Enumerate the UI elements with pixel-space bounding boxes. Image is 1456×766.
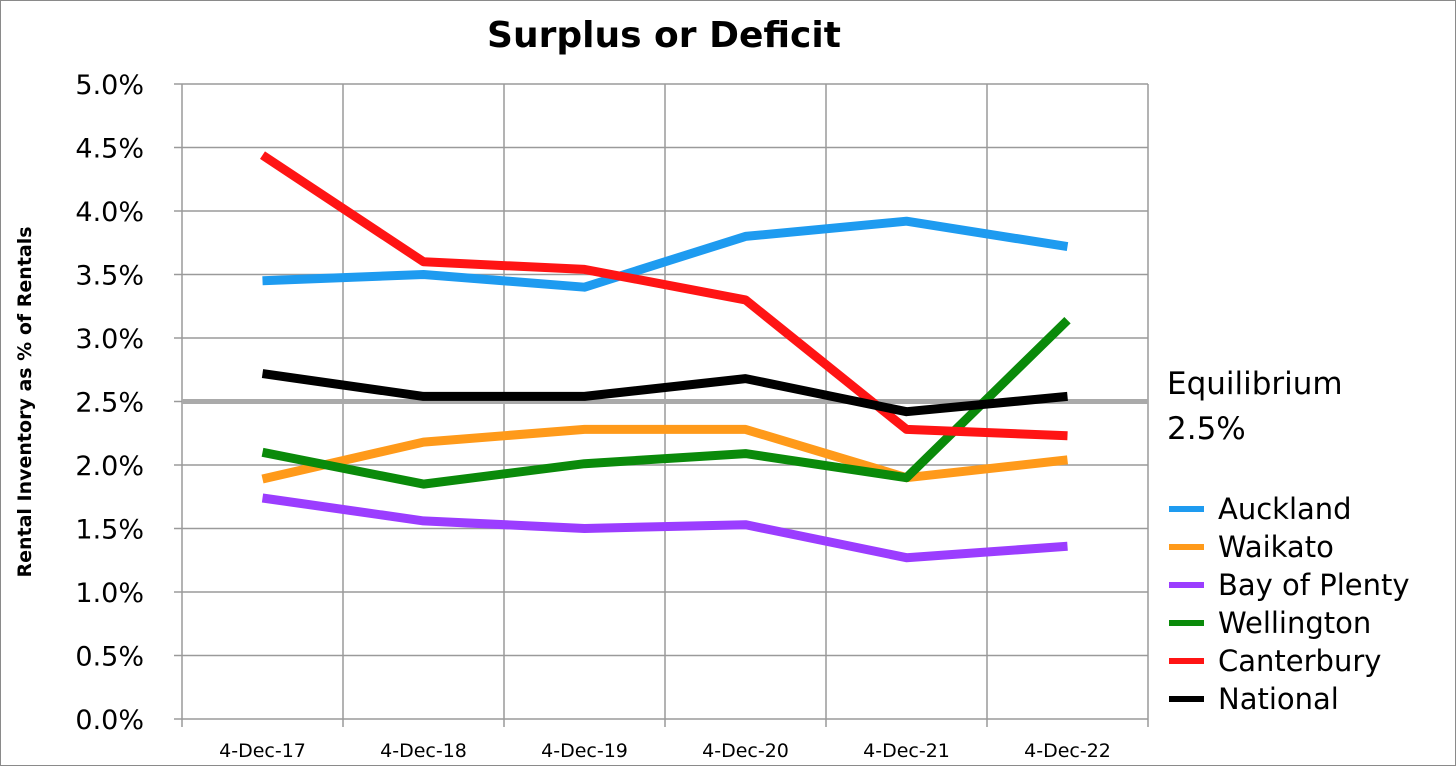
- x-tick-label: 4-Dec-17: [219, 740, 306, 762]
- y-tick-label: 5.0%: [75, 70, 144, 101]
- legend-label: National: [1218, 682, 1339, 716]
- y-tick-label: 1.5%: [75, 515, 144, 546]
- chart-title: Surplus or Deficit: [487, 15, 841, 56]
- y-axis-label: Rental Inventory as % of Rentals: [14, 226, 36, 577]
- legend-label: Wellington: [1218, 606, 1371, 640]
- y-tick-label: 3.0%: [75, 324, 144, 355]
- y-tick-label: 4.0%: [75, 197, 144, 228]
- y-tick-label: 3.5%: [75, 261, 144, 292]
- y-tick-label: 2.0%: [75, 451, 144, 482]
- legend-label: Bay of Plenty: [1218, 568, 1410, 602]
- x-tick-label: 4-Dec-20: [702, 740, 789, 762]
- grid: [174, 83, 1149, 727]
- x-tick-label: 4-Dec-19: [541, 740, 628, 762]
- y-tick-label: 0.5%: [75, 642, 144, 673]
- series-lines: [260, 151, 1071, 563]
- legend-label: Auckland: [1218, 492, 1352, 526]
- legend-label: Canterbury: [1218, 644, 1381, 678]
- y-tick-label: 0.0%: [75, 705, 144, 736]
- y-tick-label: 1.0%: [75, 578, 144, 609]
- series-line-wellington: [261, 316, 1071, 489]
- series-line-bay-of-plenty: [261, 493, 1068, 563]
- x-tick-label: 4-Dec-21: [863, 740, 950, 762]
- legend-label: Waikato: [1218, 530, 1334, 564]
- axis-ticks: 0.0% 0.5% 1.0% 1.5% 2.0% 2.5% 3.0% 3.5% 4.0% 4.5%…: [75, 70, 1110, 762]
- series-line-auckland: [262, 216, 1069, 292]
- series-line-canterbury: [260, 151, 1068, 441]
- x-tick-label: 4-Dec-22: [1024, 740, 1111, 762]
- equilibrium-label: Equilibrium: [1167, 366, 1343, 402]
- legend: Auckland Waikato Bay of Plenty Wellington Ca…: [1169, 492, 1410, 716]
- series-line-waikato: [261, 424, 1068, 484]
- equilibrium-value-label: 2.5%: [1167, 411, 1246, 447]
- series-line-national: [261, 369, 1068, 417]
- y-tick-label: 4.5%: [75, 134, 144, 165]
- x-tick-label: 4-Dec-18: [380, 740, 467, 762]
- y-tick-label: 2.5%: [75, 388, 144, 419]
- equilibrium-reference: Equilibrium 2.5%: [1167, 366, 1343, 447]
